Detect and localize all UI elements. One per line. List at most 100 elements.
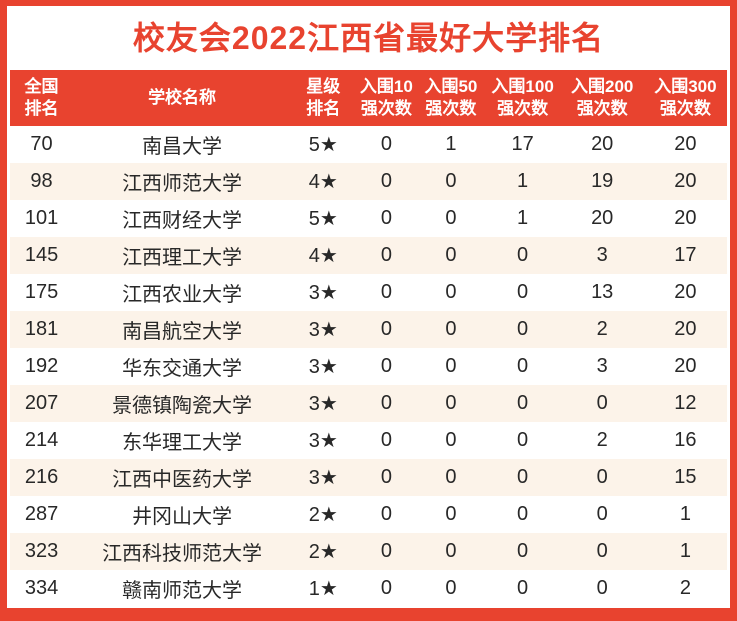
cell-top200: 13	[560, 274, 644, 311]
cell-top50: 1	[417, 126, 485, 163]
cell-star: 5★	[291, 126, 356, 163]
table-row: 70 南昌大学 5★ 0 1 17 20 20	[10, 126, 727, 163]
cell-top300: 16	[643, 422, 727, 459]
cell-star: 3★	[291, 385, 356, 422]
cell-top300: 20	[643, 126, 727, 163]
cell-top100: 0	[484, 274, 561, 311]
cell-name: 南昌大学	[73, 126, 292, 163]
col-header-top200-count: 入围200 强次数	[560, 70, 644, 126]
cell-top10: 0	[355, 385, 418, 422]
cell-top10: 0	[355, 533, 418, 570]
cell-name: 江西理工大学	[73, 237, 292, 274]
cell-rank: 334	[10, 570, 74, 607]
cell-top100: 0	[484, 237, 561, 274]
col-header-national-rank: 全国 排名	[10, 70, 74, 126]
cell-top200: 2	[560, 422, 644, 459]
cell-rank: 145	[10, 237, 74, 274]
cell-top50: 0	[417, 570, 485, 607]
cell-top10: 0	[355, 422, 418, 459]
cell-top10: 0	[355, 311, 418, 348]
cell-top300: 12	[643, 385, 727, 422]
table-header-row: 全国 排名 学校名称 星级 排名 入围10 强次数 入围50 强次数 入围100…	[10, 70, 727, 126]
cell-rank: 175	[10, 274, 74, 311]
cell-top300: 1	[643, 496, 727, 533]
table-row: 287 井冈山大学 2★ 0 0 0 0 1	[10, 496, 727, 533]
cell-top300: 1	[643, 533, 727, 570]
cell-top200: 0	[560, 459, 644, 496]
table-row: 181 南昌航空大学 3★ 0 0 0 2 20	[10, 311, 727, 348]
cell-star: 2★	[291, 496, 356, 533]
cell-top100: 0	[484, 533, 561, 570]
cell-top100: 0	[484, 570, 561, 607]
col-header-top10-count: 入围10 强次数	[355, 70, 418, 126]
table-row: 323 江西科技师范大学 2★ 0 0 0 0 1	[10, 533, 727, 570]
cell-top200: 3	[560, 348, 644, 385]
cell-top10: 0	[355, 200, 418, 237]
cell-top200: 20	[560, 200, 644, 237]
cell-top50: 0	[417, 496, 485, 533]
cell-name: 江西中医药大学	[73, 459, 292, 496]
cell-top50: 0	[417, 385, 485, 422]
cell-top100: 0	[484, 422, 561, 459]
cell-star: 3★	[291, 459, 356, 496]
cell-star: 4★	[291, 237, 356, 274]
cell-top200: 3	[560, 237, 644, 274]
cell-top300: 20	[643, 200, 727, 237]
cell-top100: 0	[484, 459, 561, 496]
cell-top100: 0	[484, 311, 561, 348]
cell-top200: 0	[560, 385, 644, 422]
cell-rank: 216	[10, 459, 74, 496]
table-row: 175 江西农业大学 3★ 0 0 0 13 20	[10, 274, 727, 311]
cell-top300: 20	[643, 163, 727, 200]
cell-top200: 19	[560, 163, 644, 200]
table-row: 98 江西师范大学 4★ 0 0 1 19 20	[10, 163, 727, 200]
cell-top50: 0	[417, 422, 485, 459]
table-row: 214 东华理工大学 3★ 0 0 0 2 16	[10, 422, 727, 459]
cell-name: 江西师范大学	[73, 163, 292, 200]
cell-top50: 0	[417, 348, 485, 385]
cell-rank: 98	[10, 163, 74, 200]
cell-rank: 181	[10, 311, 74, 348]
cell-top10: 0	[355, 459, 418, 496]
ranking-table-container: 全国 排名 学校名称 星级 排名 入围10 强次数 入围50 强次数 入围100…	[7, 70, 730, 607]
cell-rank: 214	[10, 422, 74, 459]
cell-top10: 0	[355, 274, 418, 311]
cell-top100: 1	[484, 200, 561, 237]
cell-top10: 0	[355, 496, 418, 533]
cell-name: 赣南师范大学	[73, 570, 292, 607]
cell-top50: 0	[417, 237, 485, 274]
cell-rank: 70	[10, 126, 74, 163]
ranking-table: 全国 排名 学校名称 星级 排名 入围10 强次数 入围50 强次数 入围100…	[10, 70, 727, 607]
table-row: 101 江西财经大学 5★ 0 0 1 20 20	[10, 200, 727, 237]
col-header-top100-count: 入围100 强次数	[484, 70, 561, 126]
table-row: 334 赣南师范大学 1★ 0 0 0 0 2	[10, 570, 727, 607]
cell-top300: 17	[643, 237, 727, 274]
col-header-top50-count: 入围50 强次数	[417, 70, 485, 126]
cell-rank: 192	[10, 348, 74, 385]
cell-top10: 0	[355, 126, 418, 163]
cell-top50: 0	[417, 274, 485, 311]
cell-name: 江西科技师范大学	[73, 533, 292, 570]
cell-top100: 1	[484, 163, 561, 200]
cell-star: 2★	[291, 533, 356, 570]
cell-top100: 0	[484, 385, 561, 422]
page-title: 校友会2022江西省最好大学排名	[132, 20, 605, 56]
cell-name: 井冈山大学	[73, 496, 292, 533]
cell-top200: 0	[560, 496, 644, 533]
cell-name: 江西农业大学	[73, 274, 292, 311]
cell-top300: 20	[643, 274, 727, 311]
cell-star: 3★	[291, 348, 356, 385]
table-row: 192 华东交通大学 3★ 0 0 0 3 20	[10, 348, 727, 385]
col-header-top300-count: 入围300 强次数	[643, 70, 727, 126]
cell-top50: 0	[417, 163, 485, 200]
cell-top10: 0	[355, 237, 418, 274]
cell-star: 1★	[291, 570, 356, 607]
cell-rank: 323	[10, 533, 74, 570]
cell-top50: 0	[417, 200, 485, 237]
cell-top100: 17	[484, 126, 561, 163]
cell-top50: 0	[417, 459, 485, 496]
cell-star: 3★	[291, 274, 356, 311]
cell-top300: 2	[643, 570, 727, 607]
cell-top200: 2	[560, 311, 644, 348]
cell-top10: 0	[355, 163, 418, 200]
